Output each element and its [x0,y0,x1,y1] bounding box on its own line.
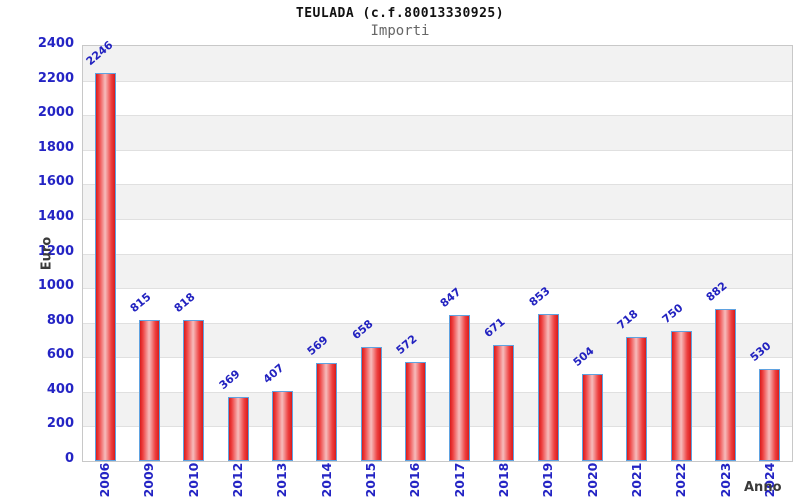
bar-2015 [360,347,382,461]
y-tick-label: 2200 [37,70,74,86]
x-tick-label: 2021 [628,462,644,498]
x-tick-label: 2022 [673,462,689,498]
x-tick-label: 2016 [407,462,423,498]
bar-2019 [537,313,559,461]
x-tick-label: 2006 [97,462,113,498]
gridline [83,322,792,324]
gridline [83,184,792,186]
x-tick-label: 2018 [495,462,511,498]
y-tick-label: 2400 [37,36,74,51]
x-tick-label: 2013 [274,462,290,498]
plot-band [83,288,792,323]
gridline [83,149,792,151]
y-tick-label: 1800 [37,139,74,155]
gridline [83,391,792,393]
plot-area: 2246 815 818 369 407 569 658 572 847 671 853 504 718… [82,38,793,462]
bar-2023 [715,308,737,461]
plot-band [83,184,792,219]
x-tick-label: 2020 [584,462,600,498]
gridline [83,426,792,428]
gridline [83,218,792,220]
y-tick-label: 1000 [37,278,74,294]
y-tick-label: 0 [64,451,74,466]
x-tick-label: 2015 [363,462,379,498]
bar-2024 [759,369,781,461]
plot-band [83,149,792,185]
y-tick-label: 1400 [37,208,74,224]
x-tick-label: 2019 [540,462,556,498]
plot-band [83,80,792,116]
x-tick-label: 2009 [141,462,157,498]
y-tick-label: 200 [46,416,74,432]
y-tick-label: 800 [46,312,74,328]
y-tick-label: 1600 [37,174,74,190]
y-tick-label: 400 [46,381,74,397]
plot-band [83,46,792,81]
x-tick-label: 2014 [318,462,334,498]
plot-band [83,218,792,254]
bar-2014 [316,362,338,461]
bar-2010 [183,319,205,461]
gridline [83,80,792,82]
gridline [83,253,792,255]
bar-2018 [493,344,515,461]
gridline [83,357,792,359]
x-tick-label: 2023 [717,462,733,498]
y-tick-label: 1200 [37,243,74,259]
x-tick-label: 2010 [185,462,201,498]
bar-2006 [94,72,116,461]
x-tick-label: 2012 [230,462,246,498]
gridline [83,115,792,117]
gridline [83,288,792,290]
y-axis-title: Euro [39,236,55,271]
plot-band [83,253,792,289]
bar-2012 [227,397,249,461]
x-tick-label: 2017 [451,462,467,498]
bar-2022 [670,331,692,461]
bar-2016 [404,362,426,461]
x-axis-title: Anno [744,480,782,495]
bar-2021 [626,336,648,461]
bar-2020 [582,373,604,461]
y-tick-label: 600 [46,347,74,363]
plot-band [83,115,792,150]
y-tick-label: 2000 [37,105,74,121]
bar-2017 [449,314,471,461]
bar-2013 [271,390,293,461]
bar-2009 [138,320,160,461]
chart-title: TEULADA (c.f.80013330925) [295,6,505,21]
chart-subtitle: Importi [370,23,430,39]
